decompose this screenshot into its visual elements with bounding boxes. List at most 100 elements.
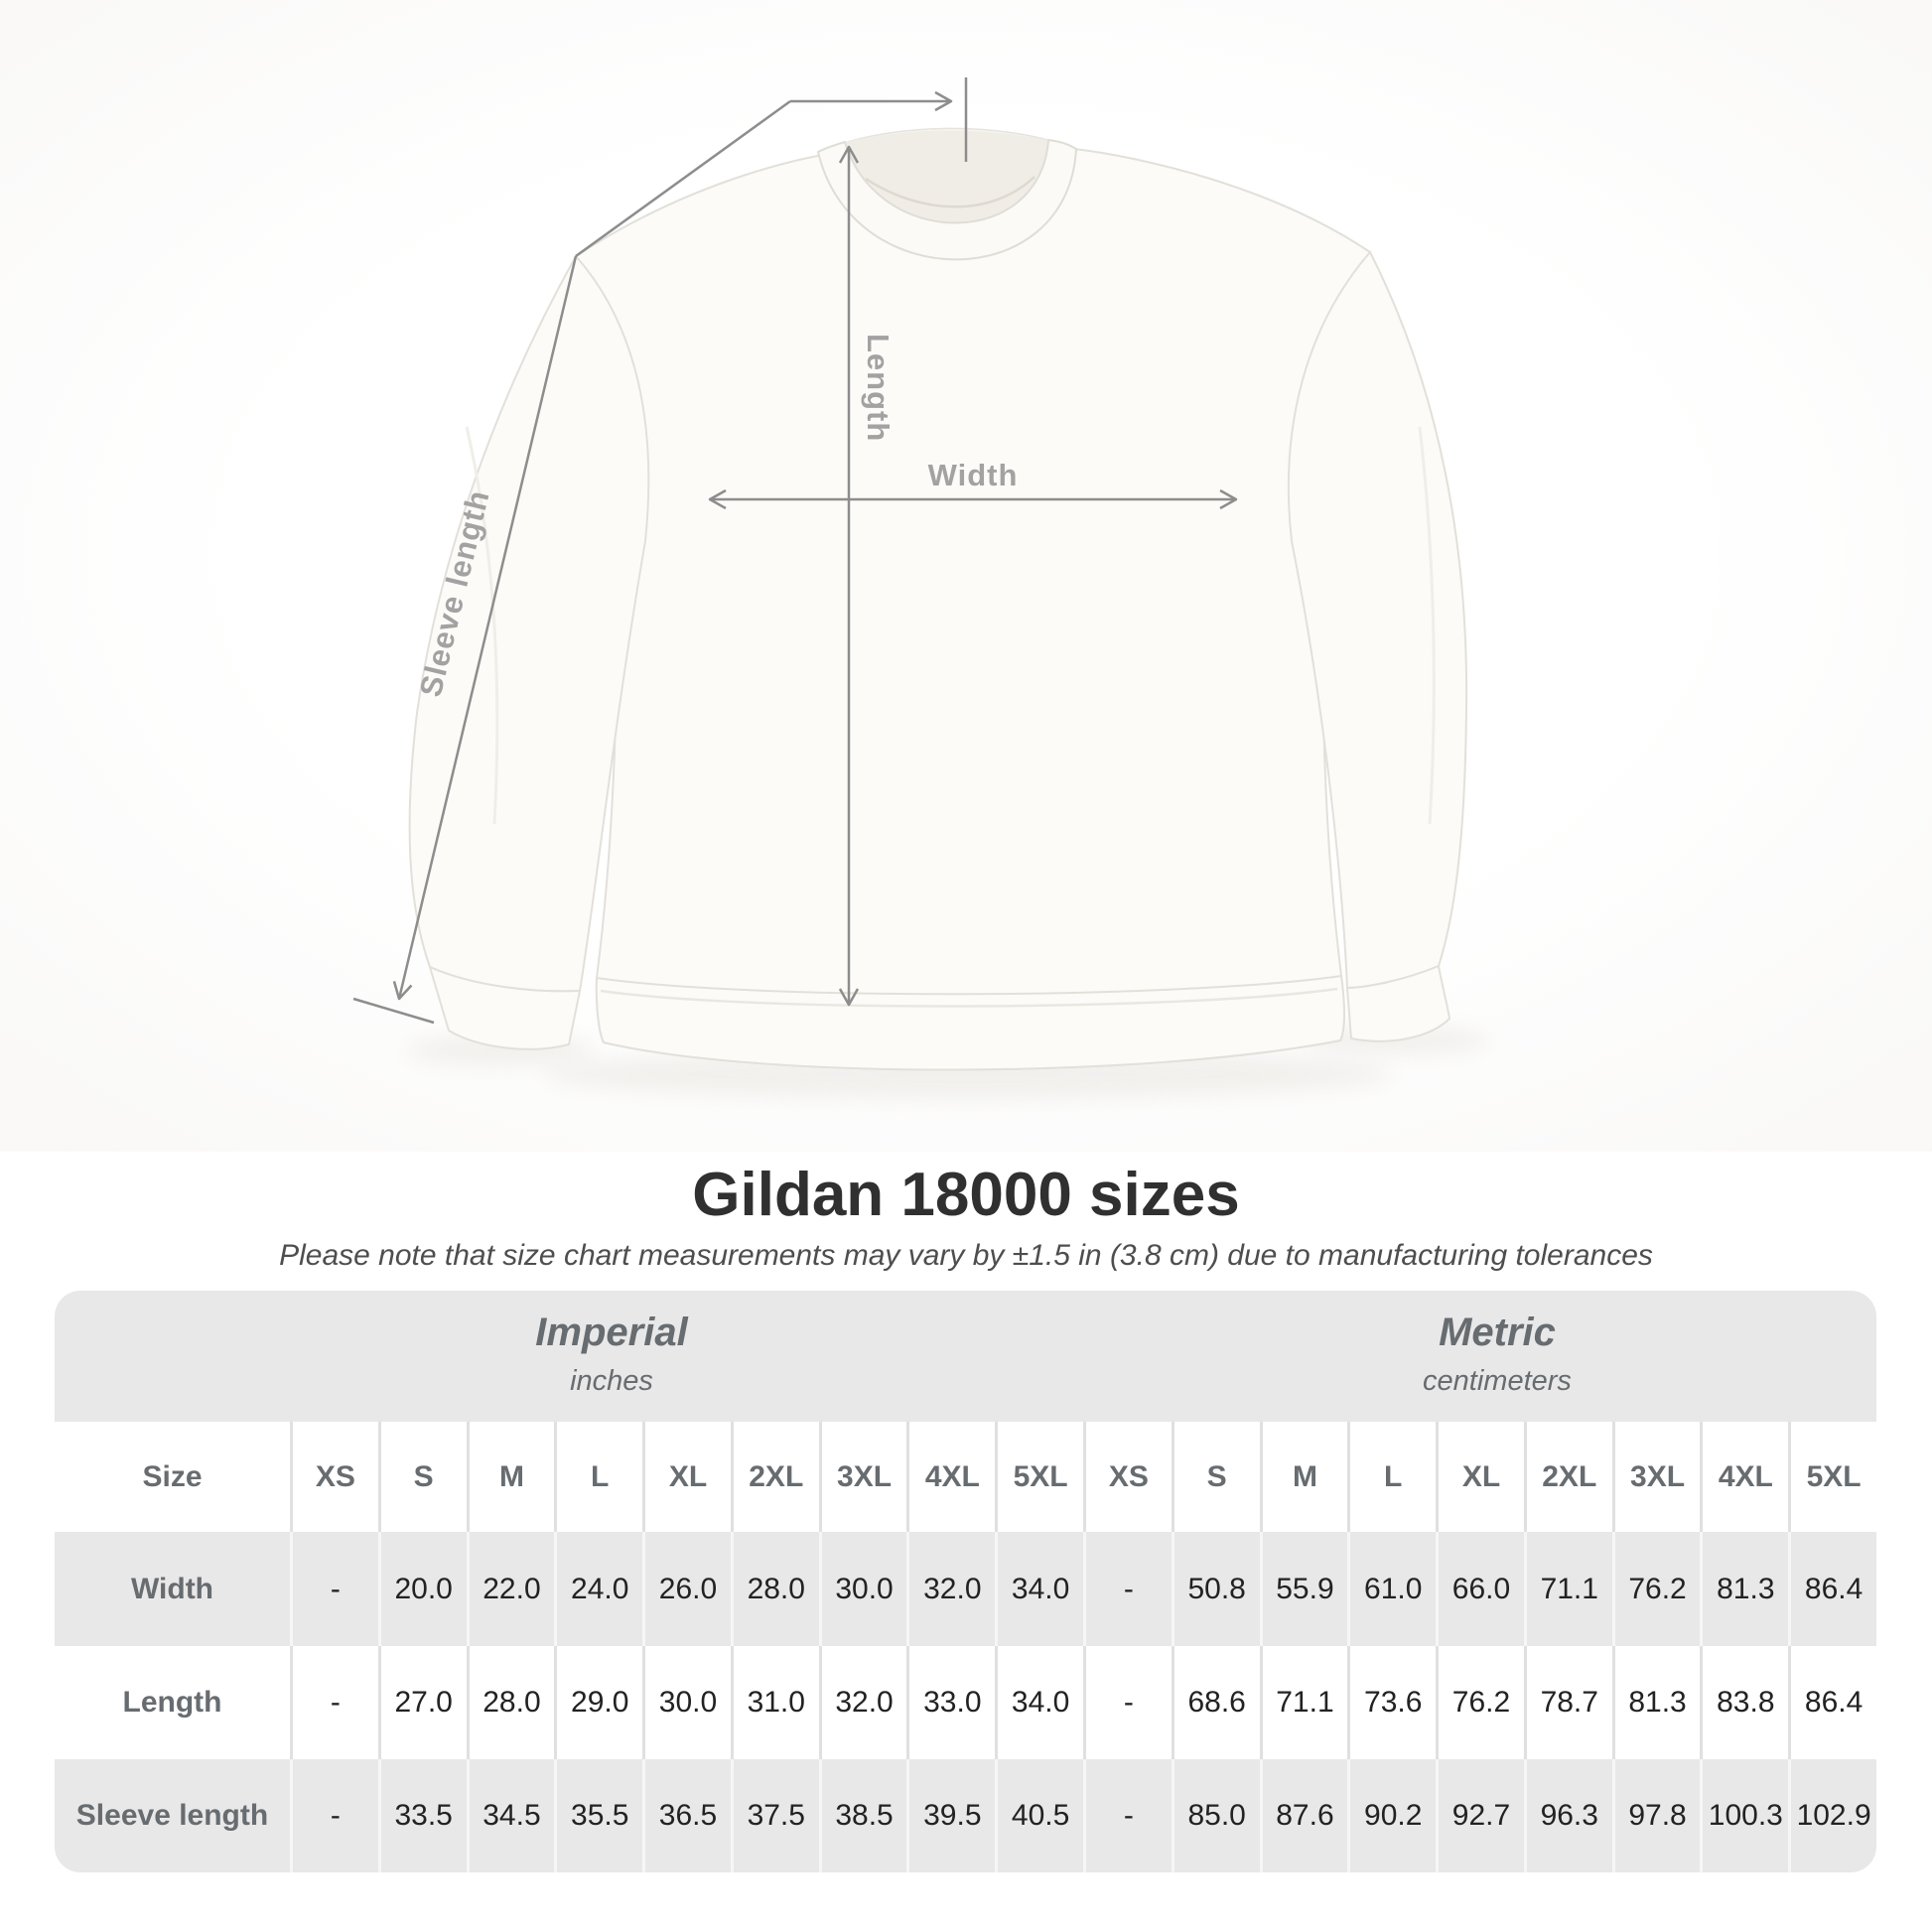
row-label: Sleeve length <box>55 1759 290 1872</box>
value-cell: - <box>1083 1646 1172 1759</box>
size-col-header: 2XL <box>730 1422 819 1532</box>
value-cell: 85.0 <box>1171 1759 1260 1872</box>
value-cell: 68.6 <box>1171 1646 1260 1759</box>
value-cell: 50.8 <box>1171 1532 1260 1646</box>
size-col-header: L <box>1347 1422 1436 1532</box>
sweatshirt-diagram: Length Width Sleeve length <box>0 0 1932 1152</box>
collar-band <box>816 138 1078 261</box>
value-cell: 36.5 <box>642 1759 731 1872</box>
value-cell: - <box>290 1759 378 1872</box>
value-cell: - <box>1083 1532 1172 1646</box>
value-cell: 97.8 <box>1611 1759 1701 1872</box>
size-col-header: S <box>1171 1422 1260 1532</box>
size-row-label: Size <box>142 1459 203 1493</box>
value-cell: 32.0 <box>906 1532 996 1646</box>
row-label: Length <box>122 1686 222 1719</box>
size-col-header: XS <box>290 1422 378 1532</box>
imperial-unit: inches <box>570 1365 653 1397</box>
value-cell: 37.5 <box>730 1759 819 1872</box>
size-col-header: S <box>377 1422 467 1532</box>
value-cell: 61.0 <box>1347 1532 1437 1646</box>
value-cell: 24.0 <box>554 1532 643 1646</box>
value-cell: 81.3 <box>1700 1532 1789 1646</box>
value-cell: 86.4 <box>1788 1646 1876 1759</box>
unit-header-band: Imperial inches Metric centimeters <box>55 1291 1876 1422</box>
size-col-header: M <box>1259 1422 1348 1532</box>
size-col-header: 4XL <box>1700 1422 1788 1532</box>
value-cell: 81.3 <box>1611 1646 1701 1759</box>
tolerance-note: Please note that size chart measurements… <box>279 1239 1653 1272</box>
value-cell: 32.0 <box>818 1646 907 1759</box>
right-cuff <box>1345 964 1451 1042</box>
right-sleeve-crease <box>1418 426 1436 825</box>
imperial-label: Imperial <box>535 1311 688 1354</box>
value-cell: 66.0 <box>1436 1532 1524 1646</box>
value-cell: 34.0 <box>995 1532 1083 1646</box>
size-col-header: XL <box>642 1422 731 1532</box>
value-cell: 30.0 <box>642 1646 731 1759</box>
value-cell: 55.9 <box>1259 1532 1348 1646</box>
value-cell: 34.0 <box>995 1646 1083 1759</box>
value-cell: 20.0 <box>377 1532 467 1646</box>
value-cell: 28.0 <box>466 1646 555 1759</box>
size-col-header: 2XL <box>1523 1422 1612 1532</box>
value-cell: 76.2 <box>1436 1646 1524 1759</box>
left-cuff <box>428 965 582 1050</box>
size-col-header: M <box>466 1422 555 1532</box>
width-label: Width <box>928 458 1019 492</box>
size-col-header: XL <box>1436 1422 1524 1532</box>
value-cell: 90.2 <box>1347 1759 1437 1872</box>
value-cell: 76.2 <box>1611 1532 1701 1646</box>
row-label: Width <box>55 1532 290 1646</box>
value-cell: 29.0 <box>554 1646 642 1759</box>
sweatshirt-graphic <box>407 127 1489 1100</box>
torso <box>574 142 1372 1071</box>
size-col-header: 5XL <box>1788 1422 1876 1532</box>
value-cell: 39.5 <box>906 1759 996 1872</box>
page-title: Gildan 18000 sizes <box>692 1161 1240 1229</box>
hem-stitch <box>600 987 1338 1008</box>
value-cell: 27.0 <box>377 1646 467 1759</box>
value-cell: 78.7 <box>1523 1646 1612 1759</box>
value-cell: 96.3 <box>1523 1759 1612 1872</box>
size-table-grid: Size XS S M L XL 2XL 3XL 4XL 5XL XS S M L XL 2XL 3XL 4XL 5… <box>55 1422 1876 1872</box>
value-cell: 73.6 <box>1347 1646 1436 1759</box>
value-cell: 86.4 <box>1788 1532 1876 1646</box>
value-cell: 30.0 <box>818 1532 907 1646</box>
length-label: Length <box>861 334 896 442</box>
size-col-header: 3XL <box>818 1422 907 1532</box>
value-cell: 83.8 <box>1700 1646 1788 1759</box>
value-cell: 35.5 <box>554 1759 643 1872</box>
value-cell: 87.6 <box>1259 1759 1348 1872</box>
value-cell: 71.1 <box>1523 1532 1612 1646</box>
imperial-header: Imperial inches <box>55 1311 1169 1398</box>
value-cell: - <box>290 1532 378 1646</box>
value-cell: 33.0 <box>906 1646 995 1759</box>
size-col-header: 4XL <box>906 1422 995 1532</box>
size-table: Imperial inches Metric centimeters Size X… <box>55 1291 1876 1872</box>
metric-label: Metric <box>1439 1311 1556 1354</box>
neck-seam <box>865 176 1035 208</box>
sleeve-length-arrow <box>352 77 968 1025</box>
value-cell: - <box>1083 1759 1172 1872</box>
sleeve-start-tick <box>352 997 435 1025</box>
value-cell: 34.5 <box>466 1759 555 1872</box>
value-cell: - <box>290 1646 378 1759</box>
value-cell: 92.7 <box>1436 1759 1524 1872</box>
left-sleeve-crease <box>465 426 499 825</box>
size-col-header: 5XL <box>995 1422 1083 1532</box>
value-cell: 100.3 <box>1700 1759 1789 1872</box>
metric-header: Metric centimeters <box>1118 1311 1876 1398</box>
value-cell: 26.0 <box>642 1532 731 1646</box>
metric-unit: centimeters <box>1423 1365 1572 1397</box>
value-cell: 33.5 <box>377 1759 467 1872</box>
size-col-header: 3XL <box>1611 1422 1701 1532</box>
value-cell: 40.5 <box>995 1759 1083 1872</box>
value-cell: 31.0 <box>730 1646 819 1759</box>
hem-band <box>595 974 1345 1071</box>
value-cell: 28.0 <box>730 1532 819 1646</box>
size-col-header: XS <box>1083 1422 1172 1532</box>
size-col-header: L <box>554 1422 642 1532</box>
value-cell: 22.0 <box>466 1532 555 1646</box>
